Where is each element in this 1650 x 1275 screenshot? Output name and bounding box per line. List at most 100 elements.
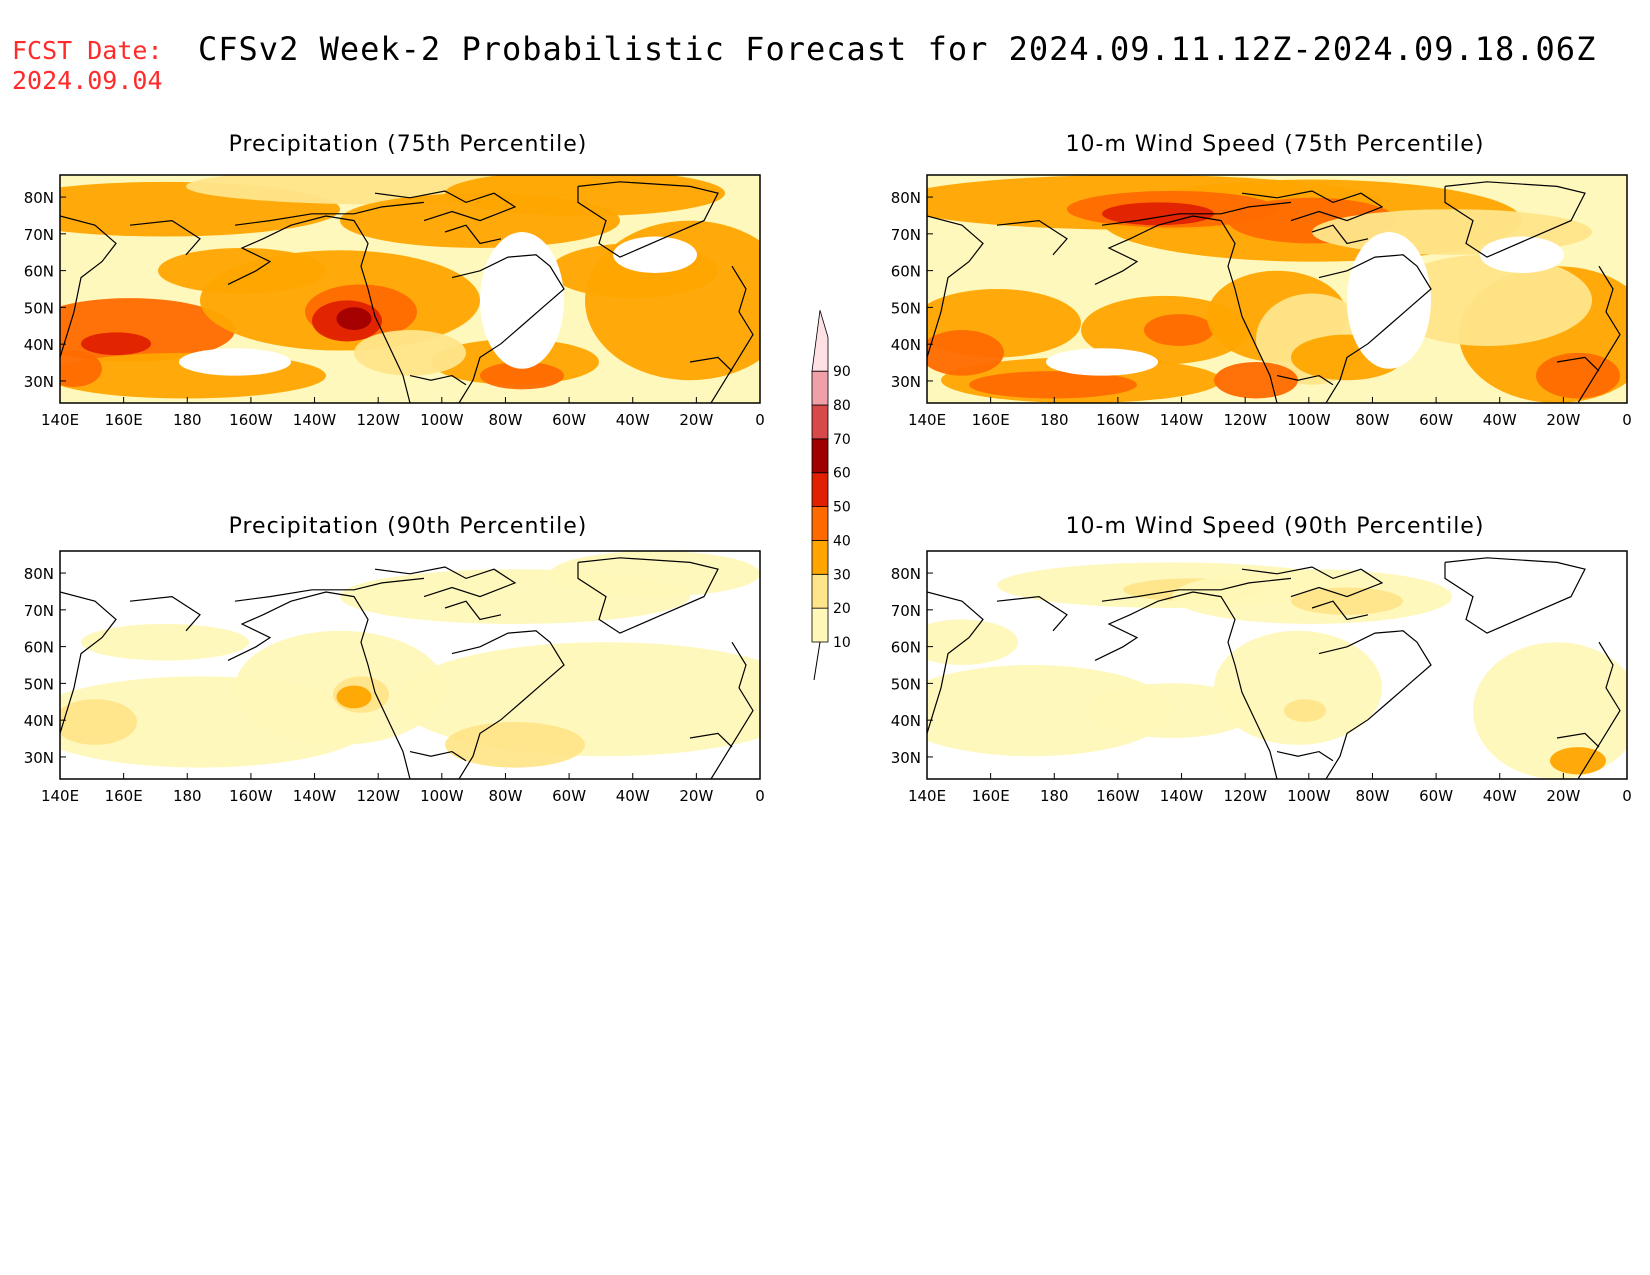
- colorbar-swatch: [811, 438, 829, 474]
- lat-label: 60N: [24, 263, 54, 281]
- probability-shading: [927, 175, 1627, 403]
- lat-label: 70N: [24, 226, 54, 244]
- lat-label: 30N: [891, 373, 921, 391]
- lon-label: 20W: [1546, 787, 1580, 805]
- colorbar: 10 20 30 40 50 60 70 80 90: [811, 310, 851, 681]
- probability-shading: [927, 562, 1627, 779]
- colorbar-label: 50: [833, 500, 851, 516]
- colorbar-label: 30: [833, 567, 851, 583]
- lon-label: 20W: [679, 787, 713, 805]
- lat-label: 70N: [891, 602, 921, 620]
- lat-label: 30N: [24, 373, 54, 391]
- lon-label: 160E: [105, 411, 143, 429]
- lat-label: 60N: [24, 639, 54, 657]
- forecast-date-block: FCST Date: 2024.09.04: [12, 36, 163, 96]
- lon-label: 160W: [1096, 787, 1140, 805]
- lon-label: 100W: [420, 411, 464, 429]
- lon-label: 140W: [293, 787, 337, 805]
- lat-label: 40N: [891, 336, 921, 354]
- lon-label: 120W: [1223, 787, 1267, 805]
- lon-label: 160W: [229, 411, 273, 429]
- lat-label: 60N: [891, 639, 921, 657]
- map-panel-precip-75: 80N 70N 60N 50N 40N 30N 140E 160E 180 160W 140W 120…: [24, 174, 765, 429]
- lon-label: 40W: [616, 787, 650, 805]
- forecast-date-label: FCST Date:: [12, 36, 163, 65]
- lon-label: 100W: [1287, 787, 1331, 805]
- colorbar-label: 90: [833, 364, 851, 380]
- colorbar-label: 10: [833, 635, 851, 651]
- lat-label: 70N: [24, 602, 54, 620]
- lon-label: 140W: [1160, 787, 1204, 805]
- lat-label: 70N: [891, 226, 921, 244]
- lat-label: 50N: [24, 675, 54, 693]
- lon-label: 180: [1040, 787, 1069, 805]
- colorbar-swatch: [811, 573, 829, 609]
- lon-label: 80W: [1355, 411, 1389, 429]
- lat-label: 80N: [891, 565, 921, 583]
- lon-label: 160E: [972, 411, 1010, 429]
- colorbar-label: 70: [833, 432, 851, 448]
- lat-label: 80N: [24, 189, 54, 207]
- lon-label: 0: [1622, 411, 1632, 429]
- map-frame: [926, 174, 1628, 404]
- lon-label: 140W: [1160, 411, 1204, 429]
- coastlines: [60, 181, 754, 403]
- lon-label: 140E: [908, 787, 946, 805]
- colorbar-swatch: [811, 404, 829, 440]
- coastlines: [60, 557, 754, 779]
- lon-label: 20W: [1546, 411, 1580, 429]
- coastlines: [927, 181, 1621, 403]
- map-frame: [926, 550, 1628, 780]
- lon-label: 0: [755, 411, 765, 429]
- colorbar-label: 20: [833, 601, 851, 617]
- lat-label: 50N: [891, 299, 921, 317]
- lon-label: 140E: [41, 411, 79, 429]
- lat-label: 80N: [24, 565, 54, 583]
- lon-label: 80W: [488, 787, 522, 805]
- lon-label: 160W: [229, 787, 273, 805]
- lon-label: 80W: [488, 411, 522, 429]
- lon-label: 180: [173, 411, 202, 429]
- lon-label: 40W: [616, 411, 650, 429]
- lon-label: 0: [755, 787, 765, 805]
- lon-label: 40W: [1483, 787, 1517, 805]
- lon-label: 80W: [1355, 787, 1389, 805]
- map-panel-wind-90: 80N 70N 60N 50N 40N 30N 140E 160E 180 160W 140W 120…: [891, 550, 1632, 805]
- map-panel-wind-75: 80N 70N 60N 50N 40N 30N 140E 160E 180 160W 140W 120…: [891, 174, 1632, 429]
- lon-label: 140E: [41, 787, 79, 805]
- colorbar-swatch: [811, 540, 829, 575]
- lat-label: 50N: [891, 675, 921, 693]
- map-frame: [59, 174, 761, 404]
- colorbar-swatch: [811, 472, 829, 507]
- lon-label: 20W: [679, 411, 713, 429]
- lat-label: 30N: [891, 749, 921, 767]
- colorbar-label: 40: [833, 533, 851, 549]
- lon-label: 120W: [356, 411, 400, 429]
- main-title: CFSv2 Week-2 Probabilistic Forecast for …: [198, 30, 1597, 68]
- lon-label: 0: [1622, 787, 1632, 805]
- lon-label: 160E: [972, 787, 1010, 805]
- panel-title-wind-75: 10-m Wind Speed (75th Percentile): [1065, 132, 1485, 157]
- map-panel-precip-90: 80N 70N 60N 50N 40N 30N 140E 160E 180 160W 140W 120…: [24, 550, 765, 805]
- panel-title-precip-75: Precipitation (75th Percentile): [228, 132, 588, 157]
- lat-label: 50N: [24, 299, 54, 317]
- lon-label: 120W: [356, 787, 400, 805]
- probability-shading: [60, 175, 760, 403]
- probability-shading: [60, 551, 760, 768]
- lon-label: 180: [1040, 411, 1069, 429]
- lon-label: 60W: [1419, 411, 1453, 429]
- coastlines: [927, 557, 1621, 779]
- lat-label: 80N: [891, 189, 921, 207]
- lon-label: 180: [173, 787, 202, 805]
- lon-label: 160E: [105, 787, 143, 805]
- forecast-date-value: 2024.09.04: [12, 66, 163, 95]
- lon-label: 100W: [420, 787, 464, 805]
- lon-label: 140W: [293, 411, 337, 429]
- lon-label: 160W: [1096, 411, 1140, 429]
- lat-label: 30N: [24, 749, 54, 767]
- colorbar-swatch: [811, 506, 829, 541]
- colorbar-label: 80: [833, 398, 851, 414]
- panel-title-wind-90: 10-m Wind Speed (90th Percentile): [1065, 514, 1485, 539]
- lat-label: 40N: [891, 712, 921, 730]
- colorbar-swatch: [811, 370, 829, 406]
